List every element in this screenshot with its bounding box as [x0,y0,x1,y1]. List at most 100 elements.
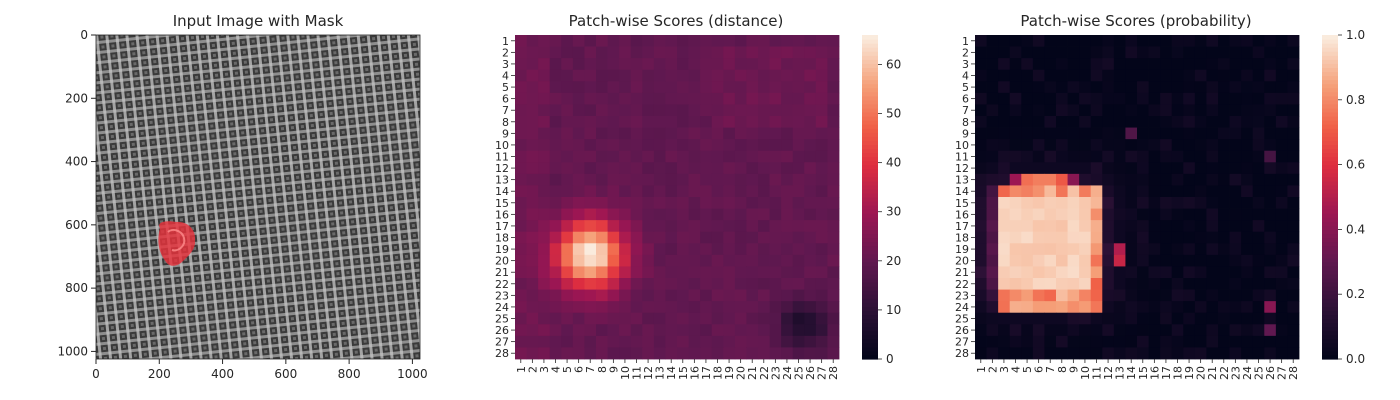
heatmap-cell [1021,92,1034,105]
heatmap-cell [607,220,620,233]
heatmap-cell [1021,104,1034,117]
heatmap-cell [1252,185,1265,198]
colorbar-segment [1322,249,1338,255]
heatmap-cell [584,266,597,279]
heatmap-cell [1148,208,1161,221]
heatmap-cell [1125,220,1138,233]
heatmap-cell [1021,116,1034,128]
heatmap-cell [827,104,840,117]
heatmap-cell [815,46,828,59]
heatmap-cell [538,162,551,175]
heatmap-cell [607,324,620,337]
heatmap-cell [700,197,713,209]
heatmap-cell [1206,197,1219,209]
row-tick-label: 20 [955,255,969,268]
heatmap-cell [1009,139,1022,152]
heatmap-cell [1056,301,1068,314]
heatmap-cell [549,58,562,71]
heatmap-cell [1252,197,1265,209]
heatmap-cell [549,301,562,314]
heatmap-cell [688,266,701,279]
heatmap-cell [1148,162,1161,175]
heatmap-cell [1032,92,1045,105]
heatmap-cell [723,254,736,267]
heatmap-cell [804,35,817,47]
heatmap-cell [746,81,759,94]
heatmap-cell [630,92,643,105]
heatmap-cell [827,81,840,94]
heatmap-cell [1171,231,1184,244]
colorbar-segment [1322,140,1338,145]
colorbar-segment [1322,306,1338,311]
heatmap-cell [758,197,770,209]
heatmap-cell [1287,139,1300,152]
heatmap-cell [1275,347,1288,360]
heatmap-cell [1206,312,1219,325]
colorbar-segment [862,233,878,239]
heatmap-cell [549,197,562,209]
heatmap-cell [827,92,840,105]
colorbar-segment [862,164,878,170]
heatmap-cell [1264,347,1277,360]
heatmap-cell [769,69,782,82]
heatmap-cell [677,312,689,325]
heatmap-cell [1218,278,1230,290]
heatmap-cell [1171,58,1184,71]
heatmap-cell [1102,197,1115,209]
col-tick-label: 14 [1125,366,1138,380]
heatmap-cell [998,173,1011,186]
heatmap-cell [1218,81,1230,94]
heatmap-cell [998,254,1011,267]
colorbar-segment [862,205,878,210]
heatmap-cell [1229,301,1242,314]
heatmap-cell [758,301,770,314]
heatmap-cell [607,254,620,267]
heatmap-cell [677,278,689,290]
colorbar-segment [862,71,878,77]
heatmap-cell [975,162,987,175]
heatmap-cell [975,324,987,337]
heatmap-cell [607,301,620,314]
heatmap-cell [642,92,655,105]
heatmap-cell [1090,220,1103,233]
heatmap-cell [758,150,770,163]
heatmap-cell [1160,173,1173,186]
heatmap-cell [561,289,574,302]
heatmap-cell [665,231,678,244]
heatmap-cell [769,312,782,325]
heatmap-cell [515,254,527,267]
heatmap-cell [1113,116,1126,128]
heatmap-cell [1171,254,1184,267]
heatmap-cell [1113,301,1126,314]
heatmap-cell [1102,347,1115,360]
heatmap-cell [549,173,562,186]
heatmap-cell [549,243,562,256]
heatmap-cell [1160,208,1173,221]
heatmap-cell [711,208,724,221]
heatmap-cell [1032,312,1045,325]
heatmap-cell [538,127,551,140]
colorbar-segment [1322,225,1338,230]
heatmap-cell [630,301,643,314]
heatmap-cell [1160,254,1173,267]
heatmap-cell [1125,324,1138,337]
colorbar-segment [1322,59,1338,64]
heatmap-cell [1194,266,1207,279]
colorbar-segment [1322,192,1338,198]
heatmap-cell [815,104,828,117]
heatmap-cell [1275,301,1288,314]
heatmap-cell [1079,46,1092,59]
heatmap-cell [549,69,562,82]
heatmap-cell [619,92,632,105]
heatmap-cell [596,231,608,244]
heatmap-cell [1252,289,1265,302]
colorbar-segment [862,75,878,81]
heatmap-cell [1171,173,1184,186]
heatmap-cell [1102,185,1115,198]
image-y-tick-label: 1000 [57,344,88,358]
heatmap-cell [1194,278,1207,290]
heatmap-cell [515,220,527,233]
heatmap-cell [986,185,999,198]
heatmap-cell [792,312,805,325]
heatmap-cell [1229,139,1242,152]
